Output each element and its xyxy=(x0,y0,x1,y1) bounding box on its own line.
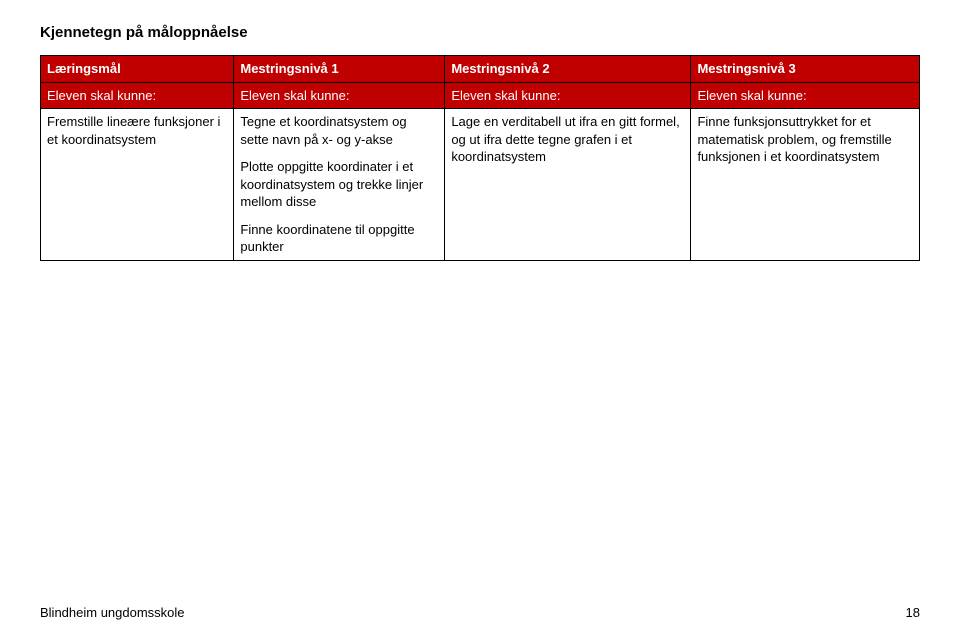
table-header-row: Læringsmål Mestringsnivå 1 Mestringsnivå… xyxy=(41,56,920,83)
footer: Blindheim ungdomsskole 18 xyxy=(40,605,920,620)
col-subheader: Eleven skal kunne: xyxy=(234,82,445,109)
col-header: Mestringsnivå 3 xyxy=(691,56,920,83)
cell-text: Tegne et koordinatsystem og sette navn p… xyxy=(240,113,438,148)
page-title: Kjennetegn på måloppnåelse xyxy=(40,24,920,41)
col-header: Mestringsnivå 2 xyxy=(445,56,691,83)
table-cell: Fremstille lineære funksjoner i et koord… xyxy=(41,109,234,261)
page-number: 18 xyxy=(906,605,920,620)
table-cell: Finne funksjonsuttrykket for et matemati… xyxy=(691,109,920,261)
cell-text: Finne koordinatene til oppgitte punkter xyxy=(240,221,438,256)
table-cell: Tegne et koordinatsystem og sette navn p… xyxy=(234,109,445,261)
footer-left: Blindheim ungdomsskole xyxy=(40,605,185,620)
cell-text: Lage en verditabell ut ifra en gitt form… xyxy=(451,113,684,166)
col-subheader: Eleven skal kunne: xyxy=(445,82,691,109)
cell-text: Plotte oppgitte koordinater i et koordin… xyxy=(240,158,438,211)
criteria-table: Læringsmål Mestringsnivå 1 Mestringsnivå… xyxy=(40,55,920,261)
cell-text: Finne funksjonsuttrykket for et matemati… xyxy=(697,113,913,166)
col-header: Mestringsnivå 1 xyxy=(234,56,445,83)
table-row: Fremstille lineære funksjoner i et koord… xyxy=(41,109,920,261)
col-subheader: Eleven skal kunne: xyxy=(691,82,920,109)
cell-text: Fremstille lineære funksjoner i et koord… xyxy=(47,113,227,148)
spacer xyxy=(40,261,920,597)
table-cell: Lage en verditabell ut ifra en gitt form… xyxy=(445,109,691,261)
page: Kjennetegn på måloppnåelse Læringsmål Me… xyxy=(0,0,960,638)
table-subheader-row: Eleven skal kunne: Eleven skal kunne: El… xyxy=(41,82,920,109)
col-header: Læringsmål xyxy=(41,56,234,83)
col-subheader: Eleven skal kunne: xyxy=(41,82,234,109)
